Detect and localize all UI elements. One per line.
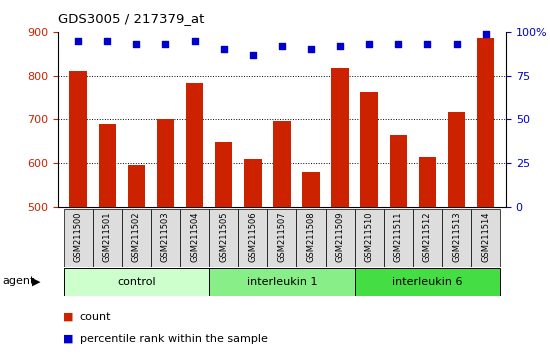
Point [423, 41, 432, 47]
Bar [69, 71, 87, 207]
Bar [215, 142, 233, 207]
Bar [419, 157, 436, 207]
Bar [128, 165, 145, 207]
Bar [64, 209, 93, 267]
Bar [331, 68, 349, 207]
Bar [273, 121, 290, 207]
Text: interleukin 1: interleukin 1 [246, 277, 317, 287]
Text: GDS3005 / 217379_at: GDS3005 / 217379_at [58, 12, 204, 25]
Point [219, 47, 228, 52]
Point [306, 47, 315, 52]
Bar [244, 159, 261, 207]
Bar [122, 209, 151, 267]
Bar [384, 209, 413, 267]
Text: GSM211502: GSM211502 [132, 212, 141, 262]
Bar [326, 209, 355, 267]
Bar [151, 209, 180, 267]
Bar [64, 268, 209, 296]
Point [452, 41, 461, 47]
Bar [93, 209, 122, 267]
Bar [186, 83, 204, 207]
Text: GSM211507: GSM211507 [277, 212, 287, 262]
Point [190, 38, 199, 44]
Bar [442, 209, 471, 267]
Bar [355, 209, 384, 267]
Text: GSM211501: GSM211501 [103, 212, 112, 262]
Bar [471, 209, 500, 267]
Point [336, 43, 344, 49]
Bar [477, 39, 494, 207]
Text: GSM211510: GSM211510 [365, 212, 373, 262]
Bar [296, 209, 326, 267]
Text: GSM211509: GSM211509 [336, 212, 345, 262]
Bar [238, 209, 267, 267]
Point [74, 38, 82, 44]
Text: GSM211503: GSM211503 [161, 212, 170, 262]
Text: GSM211504: GSM211504 [190, 212, 199, 262]
Text: interleukin 6: interleukin 6 [392, 277, 463, 287]
Text: ■: ■ [63, 334, 74, 344]
Bar [180, 209, 209, 267]
Point [132, 41, 141, 47]
Text: ■: ■ [63, 312, 74, 322]
Text: agent: agent [3, 276, 35, 286]
Text: GSM211505: GSM211505 [219, 212, 228, 262]
Text: GSM211511: GSM211511 [394, 212, 403, 262]
Bar [209, 209, 238, 267]
Text: ▶: ▶ [32, 276, 40, 286]
Text: count: count [80, 312, 111, 322]
Text: GSM211512: GSM211512 [423, 212, 432, 262]
Text: GSM211514: GSM211514 [481, 212, 490, 262]
Bar [389, 135, 407, 207]
Bar [448, 112, 465, 207]
Text: GSM211508: GSM211508 [306, 212, 316, 262]
Point [161, 41, 170, 47]
Point [277, 43, 286, 49]
Point [481, 31, 490, 36]
Text: percentile rank within the sample: percentile rank within the sample [80, 334, 268, 344]
Bar [302, 172, 320, 207]
Text: GSM211513: GSM211513 [452, 212, 461, 262]
Bar [98, 124, 116, 207]
Bar [413, 209, 442, 267]
Bar [209, 268, 355, 296]
Text: GSM211500: GSM211500 [74, 212, 82, 262]
Point [394, 41, 403, 47]
Text: control: control [117, 277, 156, 287]
Bar [355, 268, 500, 296]
Bar [360, 92, 378, 207]
Text: GSM211506: GSM211506 [248, 212, 257, 262]
Point [103, 38, 112, 44]
Bar [267, 209, 296, 267]
Bar [157, 120, 174, 207]
Point [365, 41, 373, 47]
Point [249, 52, 257, 57]
